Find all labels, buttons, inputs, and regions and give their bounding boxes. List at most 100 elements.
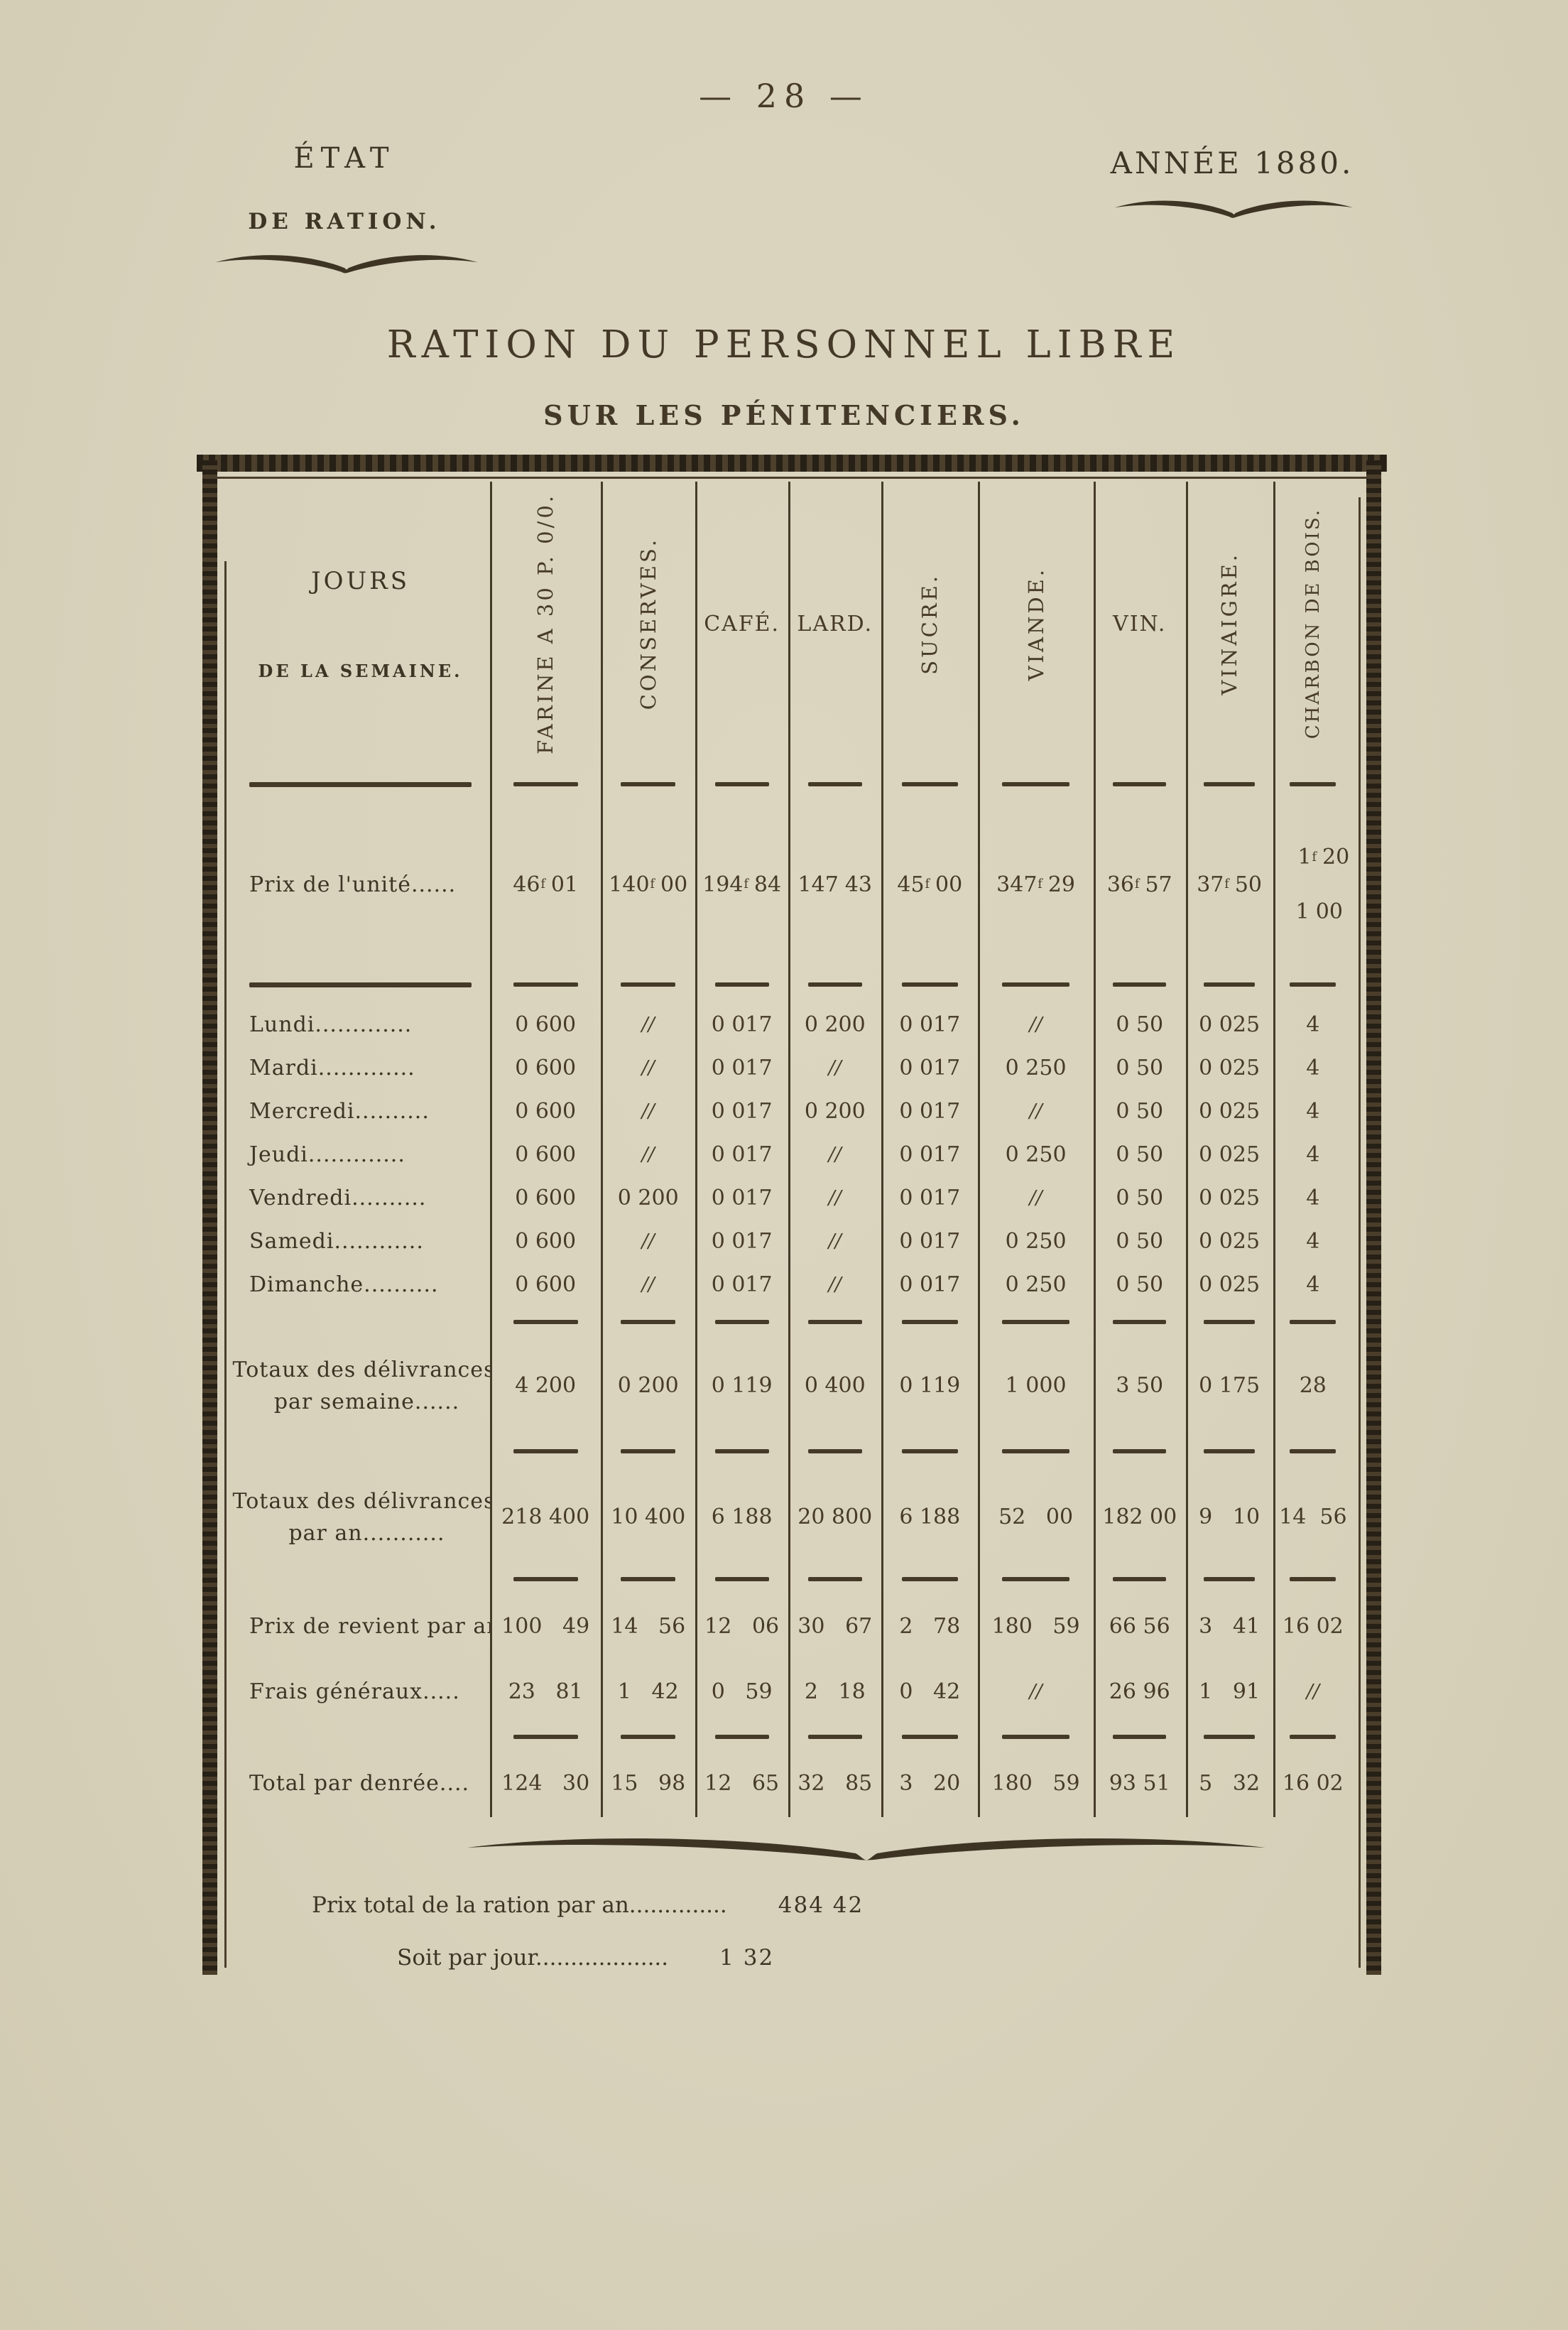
rule-dash [249, 781, 472, 787]
value-cell: 0 600 [515, 1186, 577, 1210]
flourish-ornament [212, 247, 481, 276]
value-cell: 0 200 [617, 1186, 679, 1210]
value-cell: 0 600 [515, 1272, 577, 1297]
table-border-right [1366, 460, 1381, 1975]
value-cell: 182 00 [1102, 1505, 1177, 1529]
value-dec: 01 [550, 872, 579, 897]
rule-dash [807, 1577, 862, 1581]
value-cell: // [641, 1014, 655, 1036]
day-label: Samedi............ [249, 1229, 424, 1254]
value-cell: 2 18 [804, 1679, 866, 1704]
margin-heading-de-ration: DE RATION. [248, 209, 441, 234]
rule-dash [621, 782, 676, 786]
value-cell: 3 20 [899, 1771, 961, 1796]
value-cell: 1 000 [1005, 1373, 1067, 1398]
margin-heading-year: ANNÉE 1880. [1110, 146, 1354, 180]
value-cell: 0 42 [899, 1679, 961, 1704]
value-cell: 0 50 [1116, 1229, 1164, 1254]
column-header-cafe: CAFÉ. [695, 482, 788, 766]
table-border-right-inner [1359, 497, 1361, 1968]
value-cell: 1 f 20 1 00 [1273, 803, 1353, 966]
day-label: Mercredi.......... [249, 1099, 430, 1124]
totals-week-row: Totaux des délivrances par semaine......… [231, 1338, 1353, 1434]
value-cell: 0 200 [617, 1373, 679, 1398]
value-dec: 57 [1145, 872, 1172, 897]
value-cell: 0 600 [515, 1056, 577, 1080]
value-cell: 0 017 [711, 1272, 773, 1297]
value-cell: 0 200 [804, 1012, 866, 1037]
column-divider [1273, 482, 1275, 1817]
value-cell: 45 f 00 [897, 872, 963, 897]
column-divider [978, 482, 981, 1817]
value-cell: 4 [1306, 1099, 1320, 1124]
value-cell: 36 f 57 [1106, 872, 1172, 897]
column-divider [788, 482, 791, 1817]
value-cell: 0 017 [899, 1229, 961, 1254]
column-divider [1185, 482, 1188, 1817]
value-cell: // [641, 1230, 655, 1252]
column-header-vinaigre-label: VINAIGRE. [1217, 552, 1242, 695]
ration-table: JOURS DE LA SEMAINE. FARINE A 30 P. 0/0.… [197, 455, 1387, 1975]
rule-dash [1113, 1735, 1167, 1739]
value-cell: // [828, 1230, 842, 1252]
value-int: 37 [1197, 872, 1224, 897]
value-cell: 20 800 [797, 1505, 873, 1529]
footer-per-day-label: Soit par jour................... [397, 1945, 669, 1971]
value-cell: // [1306, 1680, 1319, 1703]
value-cell: 0 250 [1005, 1272, 1067, 1297]
column-header-sucre-label: SUCRE. [918, 573, 942, 675]
totals-year-row: Totaux des délivrances par an...........… [231, 1469, 1353, 1565]
rule-dash [1113, 782, 1167, 786]
value-cell: // [641, 1274, 655, 1296]
value-cell: // [828, 1187, 842, 1209]
cost-price-row: Prix de revient par an 100 49 14 56 12 0… [231, 1593, 1353, 1659]
rule-dash [621, 1449, 676, 1453]
value-cell: 0 017 [711, 1012, 773, 1037]
value-cell: 4 [1306, 1142, 1320, 1167]
value-cell: 0 50 [1116, 1056, 1164, 1080]
value-cell: 0 50 [1116, 1099, 1164, 1124]
value-cell: 4 [1306, 1056, 1320, 1080]
value-cell: 14 56 [1279, 1505, 1347, 1529]
rule-dash [1002, 1735, 1069, 1739]
value-line: 1 f 20 [1297, 845, 1350, 869]
value-cell: // [1029, 1187, 1042, 1209]
value-cell: 0 017 [711, 1099, 773, 1124]
rule-dash [621, 982, 676, 987]
value-cell: // [641, 1100, 655, 1122]
value-line: 1 00 [1296, 899, 1343, 924]
table-row-lundi: Lundi............. 0 600 // 0 017 0 200 … [231, 1003, 1353, 1046]
day-label: Jeudi............. [249, 1142, 405, 1167]
value-cell: 0 017 [899, 1012, 961, 1037]
value-cell: 0 017 [711, 1056, 773, 1080]
day-label: Dimanche.......... [249, 1272, 439, 1297]
value-cell: 0 017 [899, 1056, 961, 1080]
value-cell: 10 400 [611, 1505, 686, 1529]
rule-dash [513, 782, 578, 786]
value-cell: 4 [1306, 1272, 1320, 1297]
value-dec: 50 [1234, 872, 1263, 897]
rule-row [231, 1434, 1353, 1469]
value-cell: 0 025 [1199, 1229, 1261, 1254]
rule-dash [807, 1735, 862, 1739]
value-cell: 0 50 [1116, 1012, 1164, 1037]
page-number: — 28 — [699, 77, 869, 115]
row-label: Totaux des délivrances par an........... [231, 1469, 490, 1565]
column-header-farine-label: FARINE A 30 P. 0/0. [533, 493, 558, 754]
value-dec: 20 [1322, 845, 1350, 869]
value-cell: 23 81 [508, 1679, 583, 1704]
table-grid: JOURS DE LA SEMAINE. FARINE A 30 P. 0/0.… [231, 482, 1353, 1817]
rule-dash [714, 782, 769, 786]
value-int: 45 [897, 872, 925, 897]
value-cell: 0 017 [711, 1142, 773, 1167]
value-dec: 00 [660, 872, 688, 897]
overheads-row: Frais généraux..... 23 81 1 42 0 59 2 18… [231, 1659, 1353, 1724]
value-cell: 30 67 [797, 1613, 873, 1639]
footer-total-year-label: Prix total de la ration par an..........… [312, 1892, 727, 1918]
rule-dash [1002, 982, 1069, 987]
rule-dash [249, 982, 472, 987]
value-int: 194 [702, 872, 744, 897]
column-header-farine: FARINE A 30 P. 0/0. [490, 482, 601, 766]
rule-row [231, 1724, 1353, 1750]
